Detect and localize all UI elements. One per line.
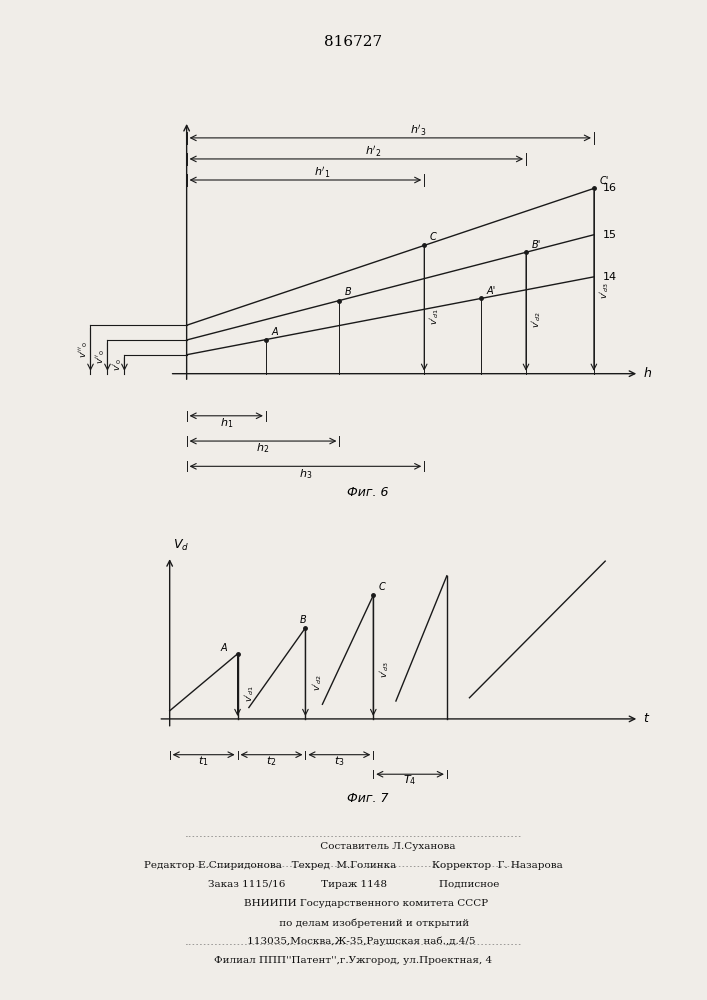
Text: $t_3$: $t_3$: [334, 754, 345, 768]
Text: 14: 14: [602, 272, 617, 282]
Text: $h_1$: $h_1$: [220, 416, 233, 430]
Text: --------------------------------------------------------------------------------: ----------------------------------------…: [185, 942, 522, 947]
Text: $v'_{d2}$: $v'_{d2}$: [311, 674, 324, 691]
Text: $V_d$: $V_d$: [173, 538, 189, 553]
Text: A': A': [486, 286, 496, 296]
Text: 16: 16: [602, 183, 617, 193]
Text: $v'_{d3}$: $v'_{d3}$: [379, 661, 392, 678]
Text: --------------------------------------------------------------------------------: ----------------------------------------…: [185, 864, 522, 869]
Text: Редактор Е.Спиридонова   Техред  М.Голинка           Корректор  Г. Назарова: Редактор Е.Спиридонова Техред М.Голинка …: [144, 861, 563, 870]
Text: $t_1$: $t_1$: [199, 754, 209, 768]
Text: $v''_0$: $v''_0$: [95, 349, 107, 364]
Text: h: h: [643, 367, 652, 380]
Text: C: C: [430, 232, 437, 242]
Text: B: B: [300, 615, 307, 625]
Text: $v'_{d3}$: $v'_{d3}$: [598, 282, 611, 299]
Text: t: t: [643, 712, 648, 725]
Text: $v'_0$: $v'_0$: [112, 358, 124, 371]
Text: C: C: [379, 582, 386, 592]
Text: 113035,Москва,Ж-35,Раушская наб.,д.4/5: 113035,Москва,Ж-35,Раушская наб.,д.4/5: [231, 937, 476, 946]
Text: $h_2$: $h_2$: [257, 442, 269, 455]
Text: $T_4$: $T_4$: [404, 773, 416, 787]
Text: по делам изобретений и открытий: по делам изобретений и открытий: [238, 918, 469, 928]
Text: A: A: [271, 327, 278, 337]
Text: B: B: [345, 287, 352, 297]
Text: 816727: 816727: [325, 35, 382, 49]
Text: $v'_{d2}$: $v'_{d2}$: [530, 310, 543, 328]
Text: C': C': [600, 176, 609, 186]
Text: Фиг. 6: Фиг. 6: [347, 486, 388, 499]
Text: Составитель Л.Суханова: Составитель Л.Суханова: [252, 842, 455, 851]
Text: 15: 15: [602, 230, 617, 240]
Text: $h_3$: $h_3$: [299, 467, 312, 481]
Text: A: A: [221, 643, 227, 653]
Text: Заказ 1115/16           Тираж 1148                Подписное: Заказ 1115/16 Тираж 1148 Подписное: [208, 880, 499, 889]
Text: Фиг. 7: Фиг. 7: [347, 792, 388, 805]
Text: B': B': [532, 240, 541, 250]
Text: $h'_2$: $h'_2$: [365, 144, 382, 159]
Text: --------------------------------------------------------------------------------: ----------------------------------------…: [185, 834, 522, 839]
Text: $v'_{d1}$: $v'_{d1}$: [243, 684, 256, 702]
Text: Филиал ППП''Патент'',г.Ужгород, ул.Проектная, 4: Филиал ППП''Патент'',г.Ужгород, ул.Проек…: [214, 956, 493, 965]
Text: ВНИИПИ Государственного комитета СССР: ВНИИПИ Государственного комитета СССР: [218, 899, 489, 908]
Text: $h'_3$: $h'_3$: [410, 123, 427, 138]
Text: $v'_{d1}$: $v'_{d1}$: [428, 307, 441, 325]
Text: $h'_1$: $h'_1$: [314, 165, 331, 180]
Text: $v'''_0$: $v'''_0$: [78, 341, 90, 358]
Text: $t_2$: $t_2$: [267, 754, 276, 768]
